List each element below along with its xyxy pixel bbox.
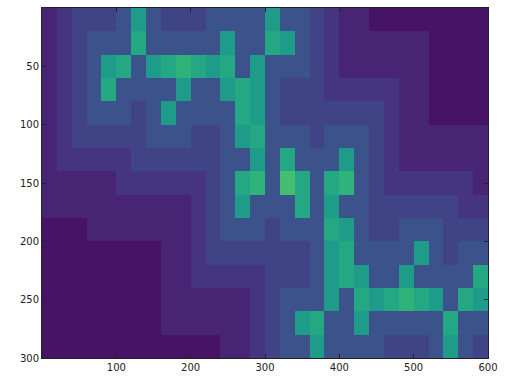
svg-text:600: 600: [478, 362, 497, 373]
svg-text:300: 300: [255, 362, 274, 373]
svg-text:200: 200: [20, 236, 39, 247]
svg-text:200: 200: [181, 362, 200, 373]
svg-text:300: 300: [20, 353, 39, 364]
svg-text:100: 100: [20, 119, 39, 130]
svg-text:50: 50: [26, 61, 39, 72]
svg-text:400: 400: [330, 362, 349, 373]
svg-text:500: 500: [404, 362, 423, 373]
svg-text:100: 100: [107, 362, 126, 373]
svg-text:150: 150: [20, 178, 39, 189]
svg-text:250: 250: [20, 294, 39, 305]
